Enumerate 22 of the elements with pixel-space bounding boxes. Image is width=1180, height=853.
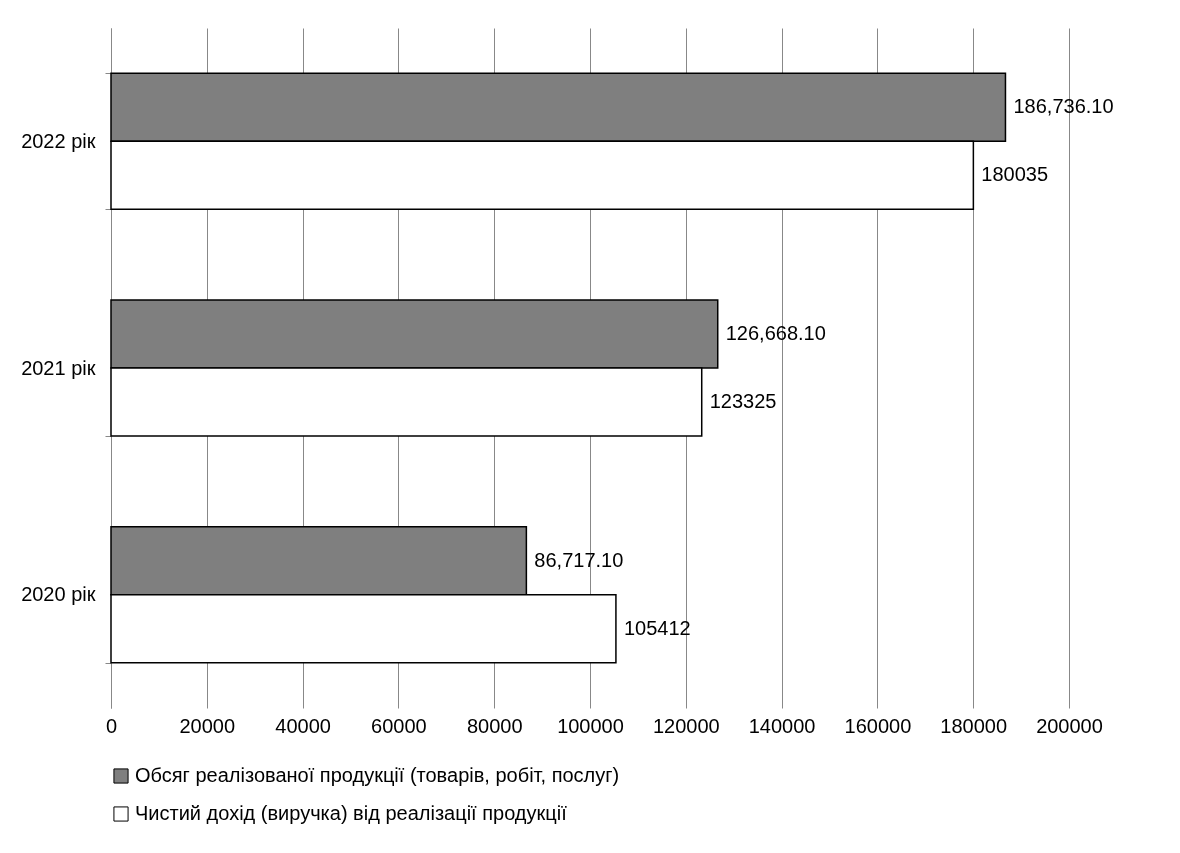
x-tick-label: 120000 — [652, 714, 720, 737]
x-tick-label: 100000 — [557, 714, 624, 737]
data-label: 123325 — [709, 390, 777, 412]
x-tick-label: 60000 — [371, 714, 427, 737]
data-label: 180035 — [981, 163, 1049, 186]
x-tick-label: 0 — [105, 714, 118, 737]
data-label: 86,717.10 — [534, 548, 624, 571]
x-tick-label: 80000 — [466, 714, 523, 737]
data-label: 186,736.10 — [1013, 95, 1114, 118]
y-tick-label: 2020 рік — [21, 583, 96, 606]
x-tick-label: 20000 — [179, 714, 236, 737]
x-tick-label: 40000 — [275, 714, 331, 737]
y-tick-label: 2022 рік — [21, 129, 96, 152]
x-tick-label: 200000 — [1036, 714, 1103, 737]
legend-label: Чистий дохід (виручка) від реалізації продукції — [135, 802, 568, 824]
data-label: 105412 — [623, 616, 691, 639]
data-label: 126,668.10 — [725, 322, 826, 344]
x-tick-label: 160000 — [844, 714, 912, 737]
y-tick-label: 2021 рік — [21, 356, 96, 379]
x-tick-label: 140000 — [748, 714, 816, 737]
x-tick-label: 180000 — [940, 714, 1008, 737]
legend-label: Обсяг реалізованої продукції (товарів, робіт, послуг) — [135, 764, 620, 786]
